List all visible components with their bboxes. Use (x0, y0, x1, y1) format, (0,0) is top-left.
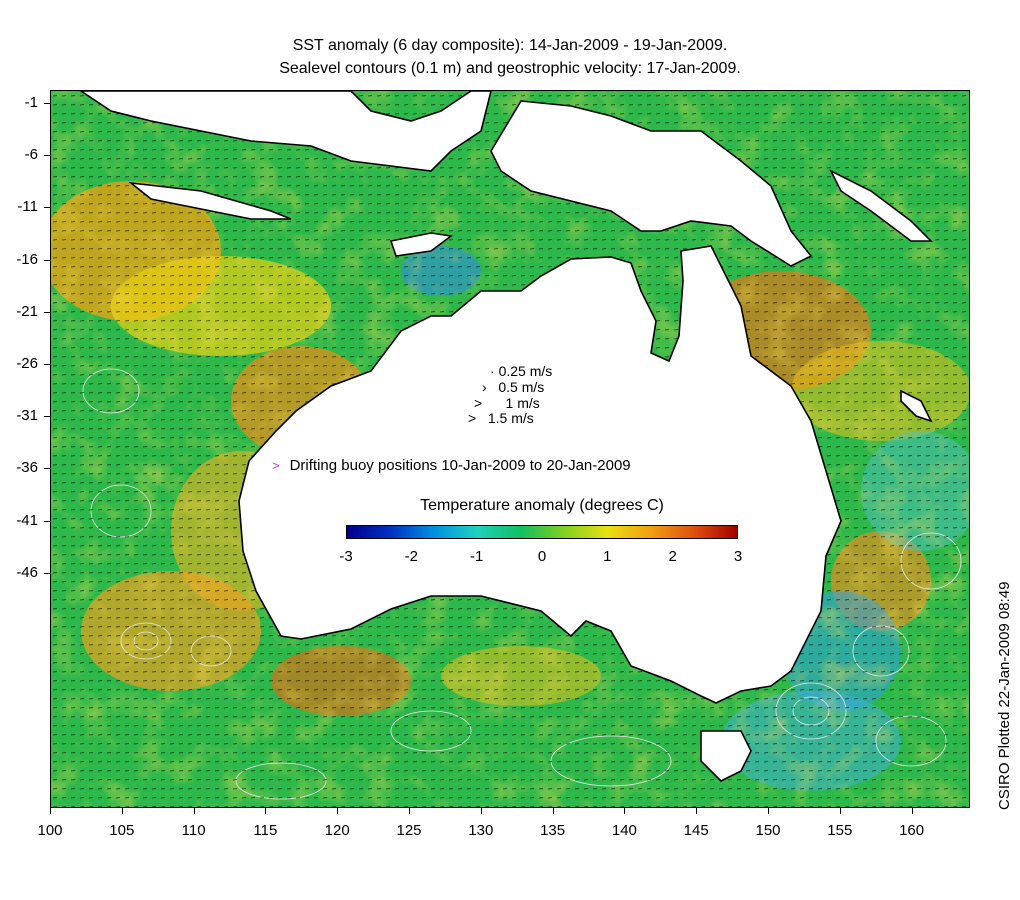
x-tick-label: 140 (611, 822, 637, 839)
colorbar-tick-label: -2 (404, 548, 418, 565)
x-tick-mark (265, 808, 267, 814)
map-title-line2: Sealevel contours (0.1 m) and geostrophi… (279, 60, 741, 77)
y-tick-label: -21 (16, 302, 38, 320)
tasmania-land (700, 730, 752, 782)
solomon-islands-land (829, 169, 933, 242)
y-tick-mark (44, 468, 50, 470)
colorbar-tick-label: -3 (339, 548, 353, 565)
y-tick-label: -1 (24, 94, 38, 111)
x-tick-label: 160 (899, 822, 925, 839)
buoy-marker-icon: > (272, 458, 280, 473)
buoy-label: Drifting buoy positions 10-Jan-2009 to 2… (289, 457, 631, 474)
x-tick-label: 145 (683, 822, 709, 839)
y-tick-label: -6 (24, 146, 38, 164)
y-tick-label: -31 (16, 407, 38, 425)
colorbar-tick-label: -1 (469, 548, 484, 565)
x-tick-label: 100 (37, 822, 63, 839)
colorbar-tick-label: 0 (537, 548, 547, 565)
y-tick-mark (44, 364, 50, 365)
y-tick-mark (44, 520, 50, 522)
credit-text: CSIRO Plotted 22-Jan-2009 08:49 (996, 581, 1013, 810)
velocity-legend-0: · 0.25 m/s (490, 363, 553, 379)
y-tick-mark (44, 572, 50, 574)
sst-anomaly-map (50, 90, 970, 808)
java-land (128, 181, 292, 220)
borneo-sulawesi-land (79, 91, 492, 172)
y-tick-label: -41 (16, 511, 38, 529)
y-tick-label: -16 (16, 250, 38, 268)
x-tick-mark (624, 808, 626, 814)
x-tick-mark (911, 808, 913, 814)
y-tick-mark (44, 416, 50, 418)
new-caledonia-land (900, 389, 933, 423)
x-tick-mark (552, 808, 554, 814)
x-tick-mark (121, 808, 123, 814)
y-tick-label: -26 (16, 355, 38, 372)
x-tick-mark (768, 808, 769, 814)
land-masses (79, 91, 933, 782)
y-tick-label: -36 (16, 459, 38, 477)
x-tick-mark (696, 808, 698, 814)
x-tick-label: 135 (540, 822, 566, 839)
map-title-line1: SST anomaly (6 day composite): 14-Jan-20… (292, 37, 728, 54)
x-tick-label: 125 (396, 822, 422, 839)
colorbar-tick-label: 3 (733, 548, 743, 565)
y-tick-mark (44, 103, 50, 104)
x-tick-label: 155 (827, 822, 853, 839)
colorbar-tick-label: 1 (603, 548, 612, 565)
x-tick-label: 110 (181, 822, 206, 839)
x-tick-label: 120 (324, 822, 350, 839)
y-tick-label: -46 (16, 563, 38, 581)
y-tick-mark (44, 155, 50, 157)
x-tick-label: 150 (755, 822, 781, 839)
y-tick-mark (44, 311, 50, 313)
timor-land (389, 232, 454, 257)
x-tick-label: 130 (468, 822, 494, 839)
velocity-legend-3: > 1.5 m/s (468, 410, 534, 426)
x-tick-label: 105 (109, 822, 135, 839)
x-tick-mark (480, 808, 482, 814)
colorbar (346, 525, 738, 539)
y-tick-mark (44, 259, 50, 261)
x-tick-label: 115 (253, 822, 278, 839)
x-tick-mark (337, 808, 339, 814)
x-tick-mark (409, 808, 410, 814)
velocity-legend-1: › 0.5 m/s (482, 379, 545, 395)
colorbar-title: Temperature anomaly (degrees C) (420, 497, 664, 514)
y-tick-label: -11 (17, 198, 38, 216)
x-tick-mark (193, 808, 195, 814)
australia-land (238, 245, 842, 704)
colorbar-tick-label: 2 (668, 548, 677, 565)
buoy-legend: > Drifting buoy positions 10-Jan-2009 to … (272, 457, 631, 474)
x-tick-mark (50, 808, 51, 814)
map-plot-area (51, 91, 969, 807)
x-tick-mark (839, 808, 841, 814)
y-tick-mark (44, 207, 50, 209)
velocity-legend-2: > 1 m/s (474, 395, 540, 411)
new-guinea-land (490, 100, 813, 267)
